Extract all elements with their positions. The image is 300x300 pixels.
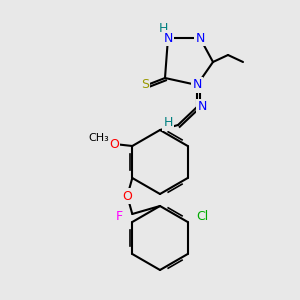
Text: H: H bbox=[163, 116, 173, 130]
Text: N: N bbox=[192, 79, 202, 92]
Text: O: O bbox=[122, 190, 132, 202]
Text: F: F bbox=[116, 211, 123, 224]
Text: N: N bbox=[195, 32, 205, 44]
Text: N: N bbox=[197, 100, 207, 113]
Text: CH₃: CH₃ bbox=[88, 133, 109, 143]
Text: S: S bbox=[141, 79, 149, 92]
Text: N: N bbox=[163, 32, 173, 44]
Text: O: O bbox=[109, 137, 119, 151]
Text: H: H bbox=[158, 22, 168, 34]
Text: Cl: Cl bbox=[196, 211, 209, 224]
